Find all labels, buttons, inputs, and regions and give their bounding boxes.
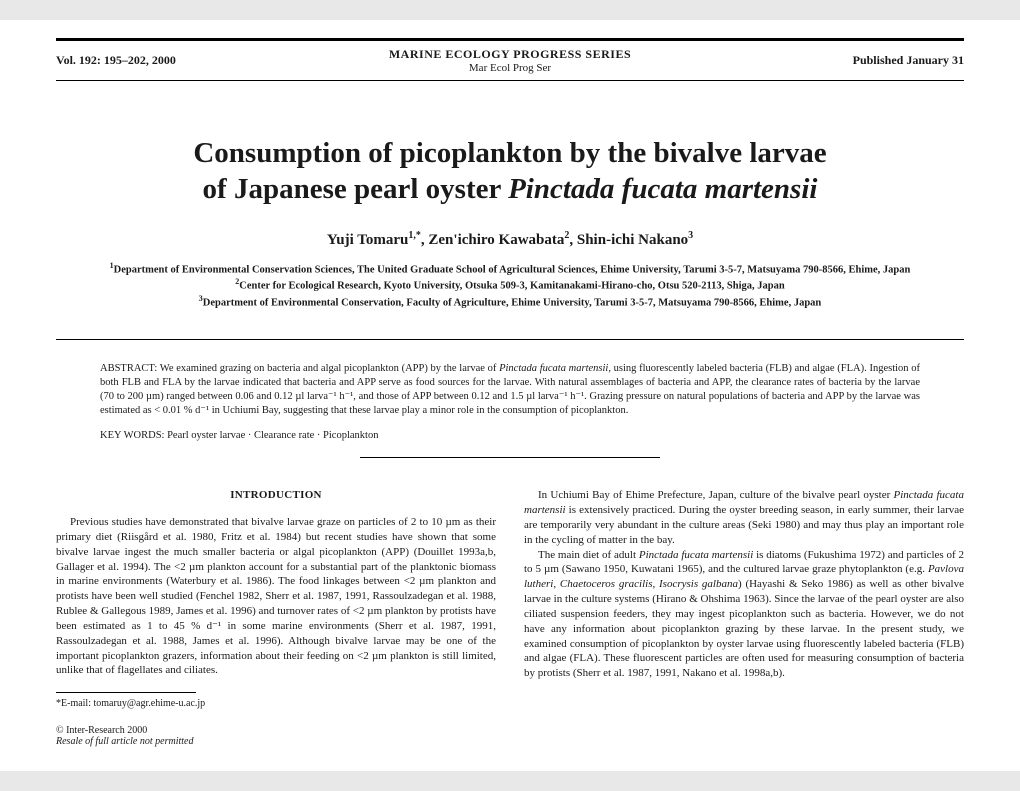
series-abbr: Mar Ecol Prog Ser	[266, 62, 754, 74]
journal-header: Vol. 192: 195–202, 2000 MARINE ECOLOGY P…	[56, 38, 964, 81]
title-line2a: of Japanese pearl oyster	[203, 173, 509, 205]
r-p2-sp1: Pinctada fucata martensii	[639, 549, 753, 561]
volume-info: Vol. 192: 195–202, 2000	[56, 53, 266, 68]
author-1: Yuji Tomaru	[327, 232, 409, 248]
author-3: , Shin-ichi Nakano	[569, 232, 688, 248]
body-columns: INTRODUCTION Previous studies have demon…	[56, 488, 964, 711]
r-p2a: The main diet of adult	[538, 549, 639, 561]
resale-notice: Resale of full article not permitted	[56, 736, 964, 747]
publish-date: Published January 31	[754, 53, 964, 68]
copyright-block: © Inter-Research 2000 Resale of full art…	[56, 725, 964, 747]
author-list: Yuji Tomaru1,*, Zen'ichiro Kawabata2, Sh…	[56, 230, 964, 249]
copyright-line: © Inter-Research 2000	[56, 725, 964, 736]
corresponding-email: *E-mail: tomaruy@agr.ehime-u.ac.jp	[56, 697, 496, 711]
kw-lead: KEY WORDS:	[100, 430, 167, 441]
title-line1: Consumption of picoplankton by the bival…	[193, 137, 826, 169]
foot-email: tomaruy@agr.ehime-u.ac.jp	[94, 698, 206, 709]
foot-lead: *E-mail:	[56, 698, 94, 709]
r-p2c: ) (Hayashi & Seko 1986) as well as other…	[524, 578, 964, 679]
affiliations: 1Department of Environmental Conservatio…	[56, 261, 964, 311]
abstract-a: We examined grazing on bacteria and alga…	[160, 363, 499, 374]
title-species: Pinctada fucata martensii	[508, 173, 817, 205]
aff2: Center for Ecological Research, Kyoto Un…	[239, 281, 784, 292]
article-title: Consumption of picoplankton by the bival…	[56, 135, 964, 208]
right-column: In Uchiumi Bay of Ehime Prefecture, Japa…	[524, 488, 964, 711]
aff1: Department of Environmental Conservation…	[114, 264, 911, 275]
right-p2: The main diet of adult Pinctada fucata m…	[524, 548, 964, 682]
r-p1b: is extensively practiced. During the oys…	[524, 504, 964, 546]
abstract-text: ABSTRACT: We examined grazing on bacteri…	[100, 362, 920, 419]
author-1-sup: 1,*	[408, 230, 421, 241]
journal-name: MARINE ECOLOGY PROGRESS SERIES Mar Ecol …	[266, 47, 754, 74]
keywords: KEY WORDS: Pearl oyster larvae · Clearan…	[100, 430, 920, 441]
series-title: MARINE ECOLOGY PROGRESS SERIES	[266, 47, 754, 62]
kw-body: Pearl oyster larvae · Clearance rate · P…	[167, 430, 378, 441]
abstract-species: Pinctada fucata martensii	[499, 363, 608, 374]
r-p1a: In Uchiumi Bay of Ehime Prefecture, Japa…	[538, 489, 894, 501]
abstract-lead: ABSTRACT:	[100, 363, 160, 374]
intro-heading: INTRODUCTION	[56, 488, 496, 503]
footnote-rule	[56, 692, 196, 693]
paper-page: Vol. 192: 195–202, 2000 MARINE ECOLOGY P…	[0, 20, 1020, 771]
left-column: INTRODUCTION Previous studies have demon…	[56, 488, 496, 711]
right-p1: In Uchiumi Bay of Ehime Prefecture, Japa…	[524, 488, 964, 547]
left-p1: Previous studies have demonstrated that …	[56, 515, 496, 678]
abstract-separator	[360, 457, 660, 458]
abstract-block: ABSTRACT: We examined grazing on bacteri…	[56, 339, 964, 467]
author-2: , Zen'ichiro Kawabata	[421, 232, 564, 248]
author-3-sup: 3	[688, 230, 693, 241]
aff3: Department of Environmental Conservation…	[203, 297, 822, 308]
